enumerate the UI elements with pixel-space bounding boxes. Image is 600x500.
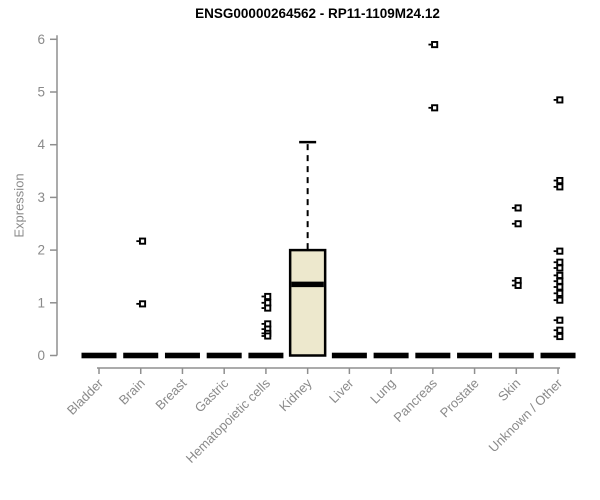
box-hematopoietic-cells (248, 352, 284, 359)
outlier-point-pancreas (431, 104, 439, 112)
outlier-point-hematopoietic-cells (261, 328, 265, 331)
box-kidney (288, 248, 327, 357)
x-category-label-bladder: Bladder (64, 375, 107, 418)
y-tick-label: 4 (37, 137, 45, 152)
outlier-point-skin (514, 281, 522, 289)
x-category-label-gastric: Gastric (192, 375, 232, 415)
x-category-label-unknown-other: Unknown / Other (486, 375, 566, 455)
x-category-label-prostate: Prostate (437, 376, 482, 421)
outlier-point-unknown-other (556, 271, 564, 279)
x-category-label-lung: Lung (367, 376, 398, 407)
outlier-point-unknown-other (553, 299, 557, 302)
outlier-point-unknown-other (556, 96, 564, 104)
outlier-point-brain (136, 302, 140, 305)
outlier-point-unknown-other (556, 296, 564, 304)
box-bladder (81, 352, 117, 359)
y-tick-label: 2 (37, 243, 45, 258)
box-lung (373, 352, 409, 359)
y-tick-label: 5 (37, 85, 45, 100)
box-prostate (457, 352, 493, 359)
outlier-point-unknown-other (553, 274, 557, 277)
box-gastric (206, 352, 242, 359)
y-tick-label: 3 (37, 190, 45, 205)
outlier-point-unknown-other (556, 332, 564, 341)
outlier-point-skin (514, 220, 522, 228)
outlier-point-hematopoietic-cells (261, 307, 265, 309)
outlier-point-unknown-other (556, 264, 564, 272)
box-liver (331, 352, 367, 359)
y-tick-label: 1 (37, 295, 45, 310)
outlier-point-unknown-other (553, 280, 557, 283)
outlier-point-pancreas (431, 41, 439, 49)
outlier-point-skin (511, 284, 515, 287)
outlier-point-unknown-other (553, 335, 557, 338)
x-category-label-brain: Brain (116, 376, 148, 408)
x-category-label-breast: Breast (152, 375, 189, 412)
outlier-point-hematopoietic-cells (264, 332, 272, 340)
box-unknown-other (540, 352, 576, 359)
box-skin (498, 352, 534, 359)
x-category-label-skin: Skin (495, 376, 523, 404)
outlier-point-unknown-other (553, 99, 557, 101)
outlier-point-unknown-other (556, 258, 564, 266)
x-category-label-liver: Liver (326, 375, 357, 406)
outlier-point-hematopoietic-cells (261, 335, 265, 337)
outlier-point-hematopoietic-cells (261, 295, 265, 298)
outlier-point-unknown-other (556, 176, 564, 185)
outlier-point-unknown-other (553, 261, 557, 264)
y-tick-label: 6 (37, 32, 45, 47)
outlier-point-unknown-other (556, 316, 564, 324)
outlier-point-skin (511, 207, 515, 209)
outlier-point-unknown-other (556, 326, 564, 334)
outlier-point-unknown-other (556, 277, 564, 285)
outlier-point-unknown-other (553, 319, 557, 322)
outlier-point-unknown-other (553, 292, 557, 295)
outlier-point-hematopoietic-cells (261, 301, 265, 304)
chart-title: ENSG00000264562 - RP11-1109M24.12 (195, 6, 440, 21)
outlier-point-hematopoietic-cells (261, 332, 265, 335)
x-category-label-kidney: Kidney (276, 375, 315, 414)
outlier-point-brain (136, 240, 140, 243)
outlier-point-brain (138, 300, 147, 308)
outlier-point-skin (511, 222, 515, 225)
outlier-point-unknown-other (553, 250, 557, 253)
outlier-point-unknown-other (556, 247, 564, 255)
outlier-point-hematopoietic-cells (264, 292, 272, 301)
outlier-point-pancreas (428, 43, 432, 46)
outlier-point-unknown-other (553, 179, 557, 182)
outlier-point-unknown-other (556, 283, 564, 291)
outlier-point-hematopoietic-cells (264, 304, 272, 312)
outlier-point-unknown-other (553, 329, 557, 332)
outlier-point-unknown-other (553, 267, 557, 269)
outlier-point-skin (514, 204, 522, 212)
box-brain (123, 352, 159, 359)
box-breast (164, 352, 200, 359)
outlier-point-unknown-other (553, 185, 557, 188)
y-tick-label: 0 (37, 348, 45, 363)
outlier-point-brain (138, 237, 147, 245)
outlier-point-skin (511, 279, 515, 282)
outlier-point-hematopoietic-cells (261, 322, 265, 325)
outlier-point-pancreas (428, 106, 432, 109)
outlier-point-unknown-other (553, 286, 557, 288)
x-category-label-pancreas: Pancreas (391, 375, 441, 425)
outlier-point-unknown-other (556, 289, 564, 297)
box-pancreas (415, 352, 451, 359)
outlier-point-unknown-other (556, 183, 564, 191)
